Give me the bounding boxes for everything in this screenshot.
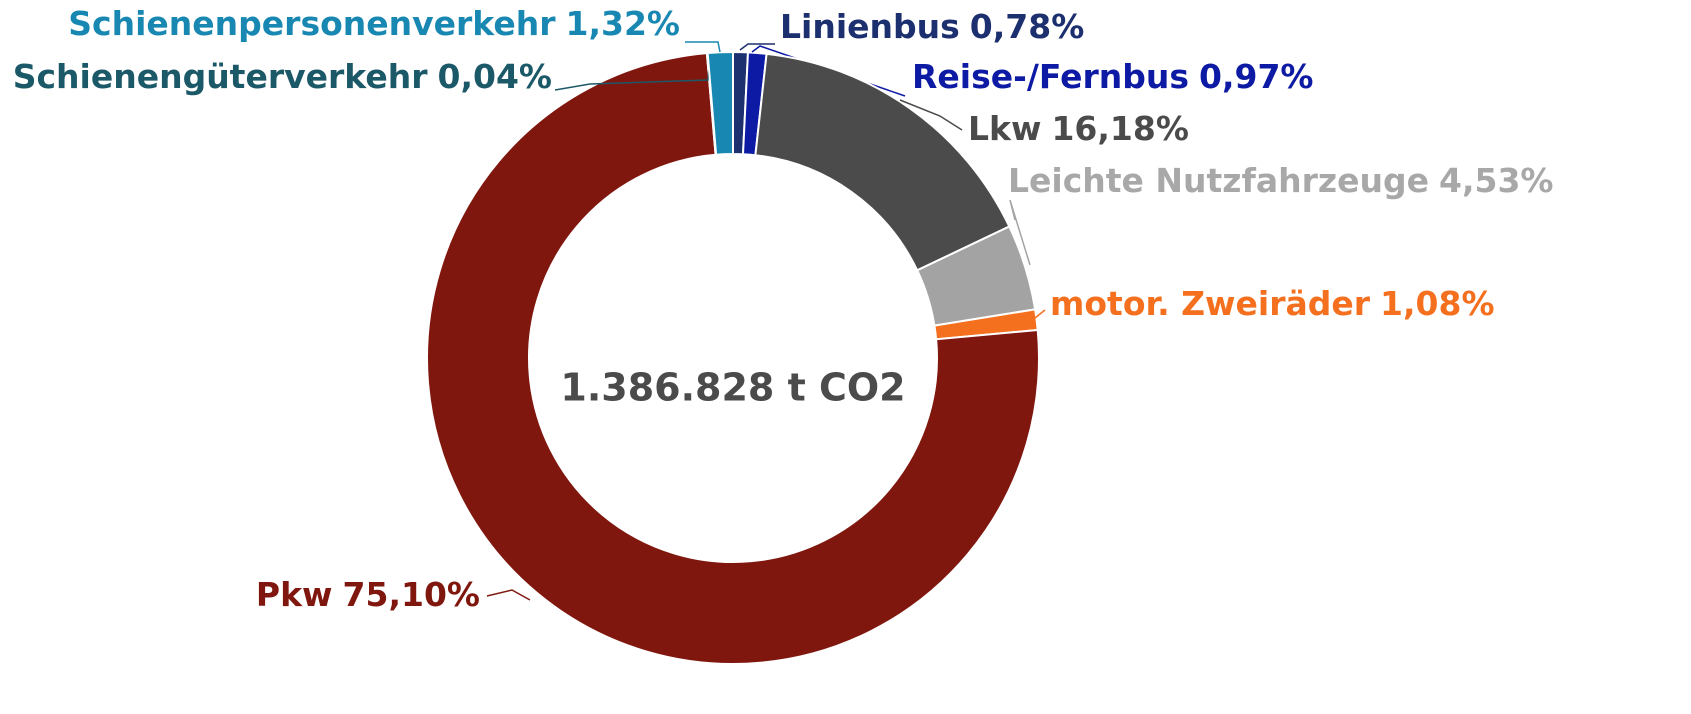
slice-name: Schienengüterverkehr <box>13 57 429 96</box>
slice-label: Linienbus 0,78% <box>780 7 1084 46</box>
slice-label: Pkw 75,10% <box>256 575 480 614</box>
donut-slice <box>706 50 734 156</box>
slice-label: Schienengüterverkehr 0,04% <box>13 57 552 96</box>
slice-value: 4,53% <box>1439 161 1554 200</box>
slice-label: Leichte Nutzfahrzeuge 4,53% <box>1008 161 1554 200</box>
slice-name: Reise-/Fernbus <box>912 57 1189 96</box>
slice-name: Linienbus <box>780 7 960 46</box>
slice-name: Lkw <box>968 109 1041 148</box>
slice-value: 75,10% <box>343 575 480 614</box>
slice-value: 0,04% <box>438 57 553 96</box>
slice-name: Leichte Nutzfahrzeuge <box>1008 161 1429 200</box>
leader-line <box>899 99 963 131</box>
leader-line <box>486 589 531 601</box>
slice-name: Pkw <box>256 575 333 614</box>
center-label: 1.386.828 t CO2 <box>560 366 905 410</box>
slice-value: 16,18% <box>1051 109 1188 148</box>
leader-line <box>1009 199 1031 266</box>
slice-label: motor. Zweiräder 1,08% <box>1050 284 1495 323</box>
slice-value: 1,08% <box>1380 284 1495 323</box>
slice-label: Schienenpersonenverkehr 1,32% <box>68 4 680 43</box>
donut-slice <box>426 52 1040 665</box>
leader-line <box>685 41 721 53</box>
leader-line <box>739 43 775 51</box>
slice-name: Schienenpersonenverkehr <box>68 4 556 43</box>
slice-label: Reise-/Fernbus 0,97% <box>912 57 1314 96</box>
slice-name: motor. Zweiräder <box>1050 284 1371 323</box>
slice-label: Lkw 16,18% <box>968 109 1189 148</box>
slice-value: 1,32% <box>566 4 681 43</box>
leader-line <box>1034 309 1046 319</box>
slice-value: 0,78% <box>970 7 1085 46</box>
slice-value: 0,97% <box>1199 57 1314 96</box>
